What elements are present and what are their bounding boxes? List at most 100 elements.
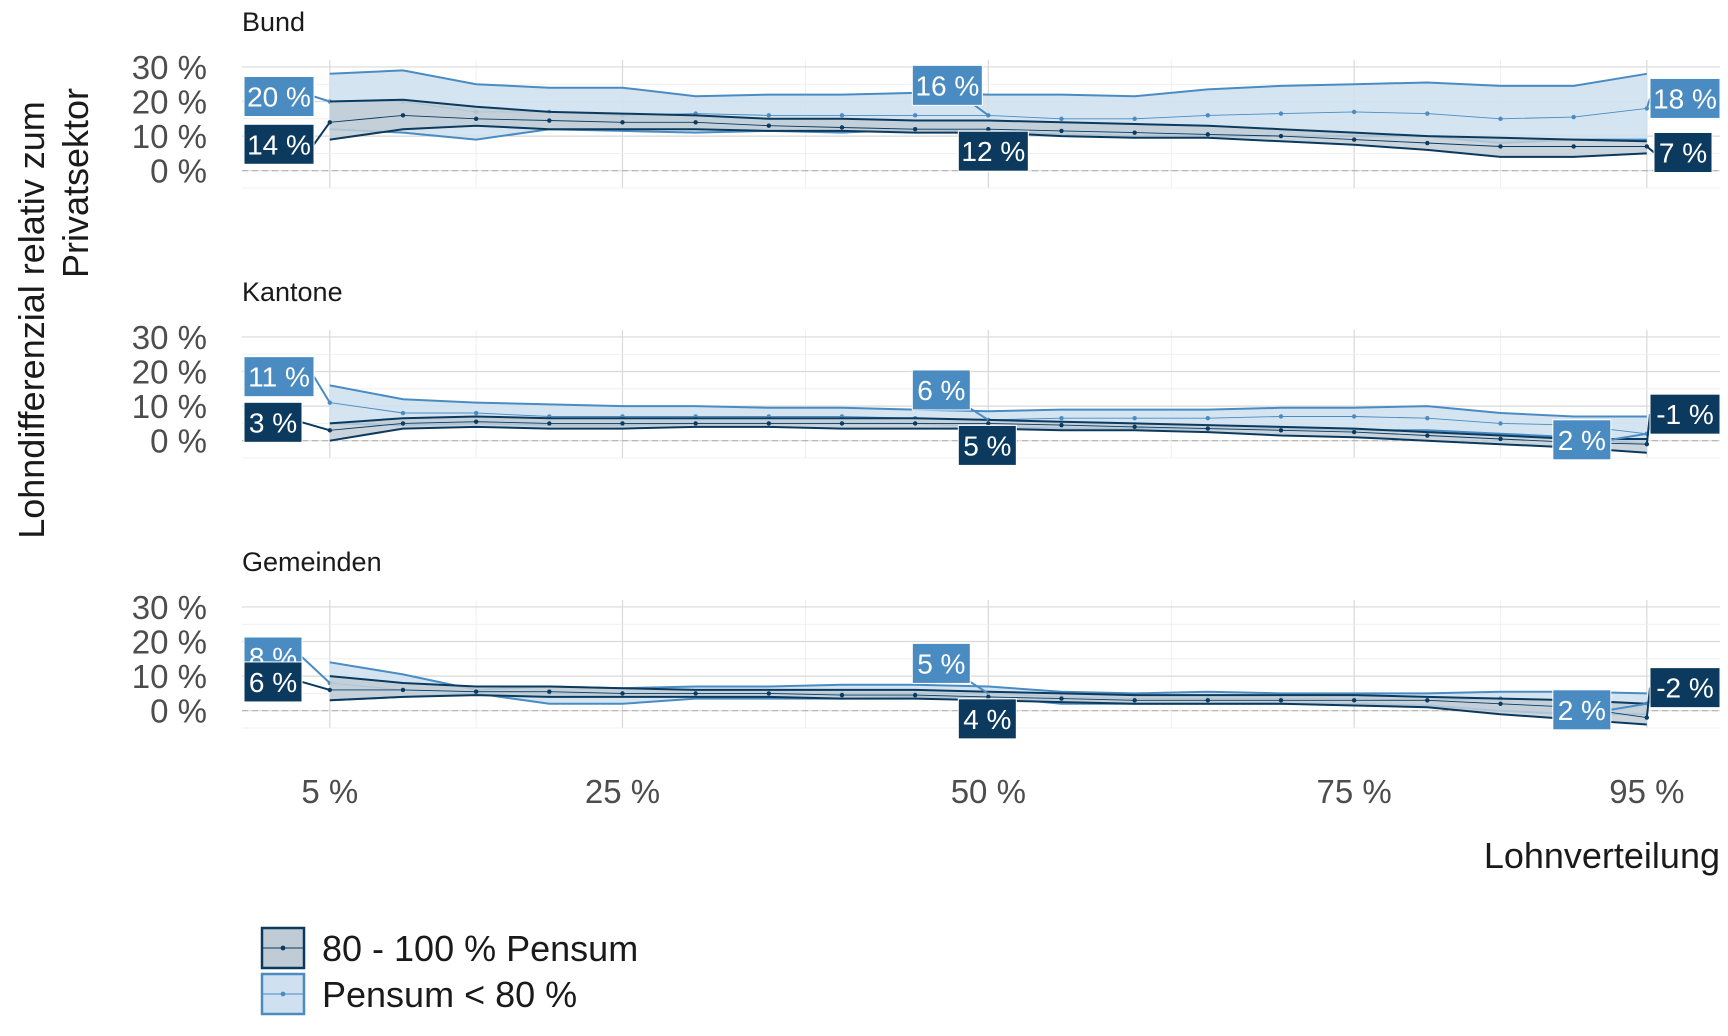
data-point — [1205, 416, 1211, 421]
y-axis-title-line-2: Privatsektor — [55, 88, 96, 278]
label-box — [1649, 77, 1721, 119]
band-upper-line — [329, 98, 1647, 143]
label-text: 18 % — [1653, 83, 1717, 114]
legend-label: Pensum < 80 % — [322, 974, 577, 1015]
data-point — [1351, 429, 1357, 435]
value-label: 11 % — [243, 356, 331, 404]
data-point — [1498, 436, 1503, 442]
label-leader — [313, 95, 331, 103]
data-point — [1278, 111, 1284, 116]
label-text: -1 % — [1656, 399, 1714, 430]
value-label: 2 % — [1552, 419, 1647, 461]
data-point — [1498, 116, 1503, 122]
data-point — [1205, 113, 1211, 118]
data-point — [1132, 130, 1137, 135]
label-text: 20 % — [247, 82, 311, 113]
y-tick-label: 10 % — [132, 388, 207, 425]
data-point — [1351, 698, 1357, 703]
legend-item-full: 80 - 100 % Pensum — [260, 926, 638, 970]
data-point — [1059, 422, 1064, 428]
data-point — [1351, 109, 1357, 115]
data-point — [1132, 116, 1137, 122]
data-point — [912, 113, 918, 118]
data-point — [1132, 424, 1137, 430]
confidence-band — [329, 385, 1647, 445]
label-text: 6 % — [249, 667, 297, 698]
label-box — [243, 76, 315, 118]
confidence-band — [329, 416, 1647, 453]
data-point — [1425, 111, 1430, 116]
label-leader — [1645, 687, 1651, 718]
data-point — [1059, 128, 1064, 134]
label-text: 11 % — [248, 362, 310, 393]
label-leader — [1610, 702, 1647, 711]
data-point — [693, 691, 698, 696]
data-point — [912, 421, 918, 426]
label-leader — [313, 121, 331, 145]
data-point — [1132, 698, 1137, 703]
value-label: 4 % — [957, 696, 1017, 740]
data-point — [547, 689, 552, 694]
value-label: 7 % — [1646, 131, 1713, 173]
data-point — [1351, 414, 1357, 419]
data-point — [1425, 433, 1430, 438]
label-text: 2 % — [1558, 425, 1606, 456]
value-label: 14 % — [243, 121, 331, 165]
label-text: 2 % — [1558, 695, 1606, 726]
label-box — [957, 698, 1017, 740]
label-leader — [1646, 145, 1655, 154]
label-box — [1649, 393, 1721, 435]
legend-swatch-point — [280, 991, 286, 997]
y-axis-title-line-1: Lohndifferenzial relativ zum — [11, 101, 52, 539]
label-leader — [301, 680, 331, 691]
legend-swatch-point — [280, 945, 286, 951]
data-point — [620, 691, 625, 696]
value-label: 12 % — [957, 128, 1029, 172]
data-point — [839, 692, 845, 698]
label-box — [243, 401, 303, 443]
y-tick-label: 10 % — [132, 658, 207, 695]
y-tick-label: 10 % — [132, 118, 207, 155]
data-point — [473, 419, 479, 424]
x-tick-labels: 5 % 25 % 50 % 75 % 95 % — [301, 773, 1684, 810]
panel-kantone: Kantone 0 %10 %20 %30 % 11 % 3 % 6 % 5 % 2 % -1… — [132, 277, 1721, 466]
y-tick-label: 20 % — [132, 84, 207, 121]
label-text: -2 % — [1656, 673, 1714, 704]
data-point — [1498, 701, 1503, 706]
data-point — [1205, 698, 1211, 703]
label-text: 16 % — [915, 70, 979, 101]
data-point — [693, 120, 698, 125]
data-point — [400, 410, 406, 416]
value-label: 6 % — [243, 661, 331, 703]
data-point — [400, 421, 406, 426]
data-point — [473, 116, 479, 122]
data-point — [1059, 116, 1064, 122]
y-tick-label: 20 % — [132, 354, 207, 391]
data-point — [400, 113, 406, 118]
value-label: -1 % — [1645, 393, 1721, 445]
label-box — [1649, 667, 1721, 709]
value-label: 3 % — [243, 401, 331, 443]
data-point — [839, 421, 845, 426]
band-upper-line — [329, 69, 1647, 98]
data-point — [1205, 132, 1211, 137]
value-label: 5 % — [957, 423, 1017, 466]
label-text: 14 % — [247, 129, 311, 160]
label-leader — [1645, 98, 1651, 109]
band-upper-line — [329, 675, 1647, 705]
y-tick-label: 0 % — [150, 693, 207, 730]
data-point — [400, 687, 406, 693]
panel-title: Bund — [242, 7, 305, 37]
value-label: 20 % — [243, 76, 331, 118]
y-tick-label: 30 % — [132, 319, 207, 356]
band-upper-line — [329, 384, 1647, 418]
y-tick-label: 0 % — [150, 153, 207, 190]
label-text: 12 % — [961, 136, 1025, 167]
data-point — [1205, 426, 1211, 431]
legend: 80 - 100 % Pensum Pensum < 80 % — [260, 926, 638, 1016]
panel-title: Gemeinden — [242, 547, 382, 577]
data-point — [547, 118, 552, 123]
label-leader — [1610, 432, 1647, 441]
